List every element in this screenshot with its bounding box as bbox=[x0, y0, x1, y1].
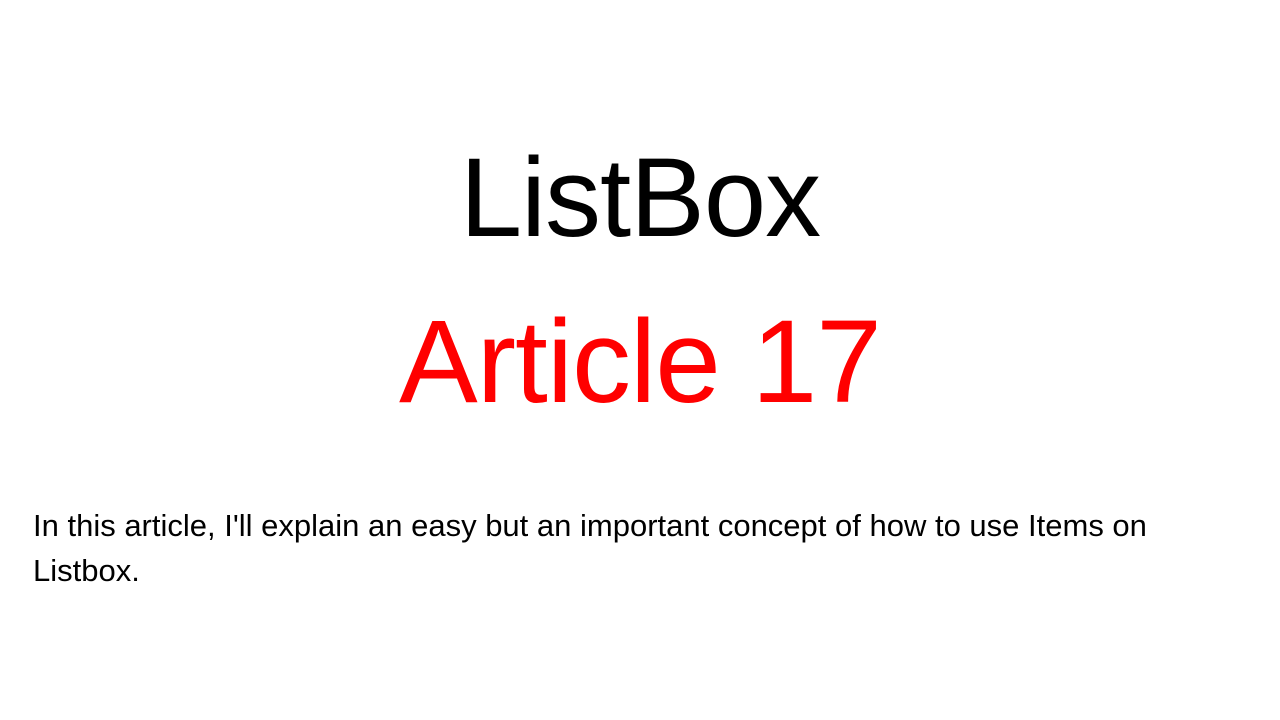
slide-subtitle: Article 17 bbox=[399, 296, 882, 428]
slide-title: ListBox bbox=[459, 135, 821, 260]
slide-body-text: In this article, I'll explain an easy bu… bbox=[33, 508, 1147, 588]
